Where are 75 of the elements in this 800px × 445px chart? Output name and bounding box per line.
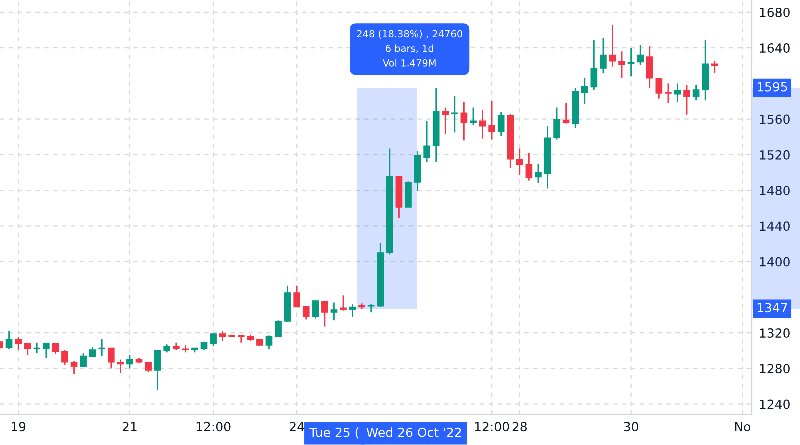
- y-tick-label: 1560: [760, 114, 790, 124]
- candlestick: [210, 332, 217, 348]
- candlestick: [24, 342, 32, 356]
- candlestick: [516, 148, 524, 176]
- candlestick: [52, 343, 60, 356]
- text: Wed 26 Oct '22: [366, 428, 462, 438]
- candlestick: [98, 338, 106, 357]
- candlestick: [535, 163, 542, 184]
- y-tick-label: 1640: [760, 44, 790, 54]
- candlestick: [674, 83, 682, 104]
- candlestick: [684, 84, 690, 116]
- candlestick: [145, 362, 152, 373]
- candlestick: [498, 112, 505, 137]
- candlestick: [70, 360, 78, 375]
- candlestick: [322, 301, 328, 328]
- x-tick-label: 12:00: [196, 422, 231, 432]
- y-tick-label: 1400: [760, 257, 790, 267]
- annotation: 1347: [758, 303, 788, 313]
- x-tick-label: 21: [122, 422, 137, 432]
- candlestick: [89, 346, 96, 358]
- y-tick-label: 1440: [760, 222, 790, 232]
- y-tick-label: 1480: [760, 186, 790, 196]
- candlestick: [479, 110, 486, 140]
- candlestick: [554, 107, 560, 141]
- candlestick: [266, 335, 273, 350]
- x-tick-label: No: [735, 422, 751, 432]
- candlestick: [646, 46, 654, 89]
- candlestick: [219, 330, 226, 342]
- candlestick: [656, 78, 663, 100]
- x-tick-label: 12:00: [475, 422, 510, 432]
- candlestick: [488, 100, 496, 141]
- annotation: 1595: [758, 82, 788, 92]
- y-tick-label: 1280: [760, 364, 790, 374]
- candlestick: [117, 359, 124, 374]
- candlestick: [330, 302, 338, 322]
- candlestick: [34, 342, 41, 354]
- y-tick-label: 1240: [760, 400, 790, 410]
- y-tick-label: 1680: [760, 8, 790, 18]
- x-tick-label: 24: [290, 422, 304, 432]
- candlestick: [6, 330, 13, 350]
- x-tick-label: 19: [12, 422, 26, 432]
- candlestick: [442, 107, 450, 136]
- y-tick-label: 1520: [760, 150, 790, 160]
- candlestick: [628, 47, 635, 78]
- candlestick: [452, 95, 458, 134]
- candlestick: [340, 294, 347, 312]
- text: Tue 25 (: [310, 428, 359, 439]
- candlestick: [302, 306, 310, 320]
- candlestick: [80, 352, 87, 368]
- candlestick: [275, 320, 282, 338]
- candlestick: [618, 50, 626, 80]
- candlestick: [637, 44, 644, 66]
- band-label: 248 (18.38%) , 24760 6 bars, 1d Vol 1.479M: [357, 30, 462, 67]
- candlestick: [349, 304, 356, 318]
- candlestick: [126, 354, 134, 370]
- candlestick: [15, 336, 22, 351]
- candlestick: [238, 335, 245, 344]
- candlestick: [43, 342, 50, 359]
- y-tick-label: 1320: [760, 328, 790, 338]
- candlestick: [424, 120, 430, 163]
- candlestick: [312, 299, 320, 320]
- candlestick: [154, 349, 162, 391]
- candlestick: [665, 83, 672, 104]
- candlestick: [609, 24, 616, 68]
- candlestick: [692, 84, 700, 102]
- candlestick: [108, 348, 115, 370]
- candlestick: [62, 349, 68, 366]
- x-tick-label: 28: [512, 422, 527, 432]
- candlestick: [526, 152, 533, 182]
- x-tick-label: 30: [624, 422, 638, 432]
- candlestick: [294, 285, 300, 308]
- candlestick: [590, 39, 598, 91]
- candlestick: [600, 38, 607, 74]
- candlestick: [581, 78, 588, 105]
- candlestick: [460, 102, 468, 142]
